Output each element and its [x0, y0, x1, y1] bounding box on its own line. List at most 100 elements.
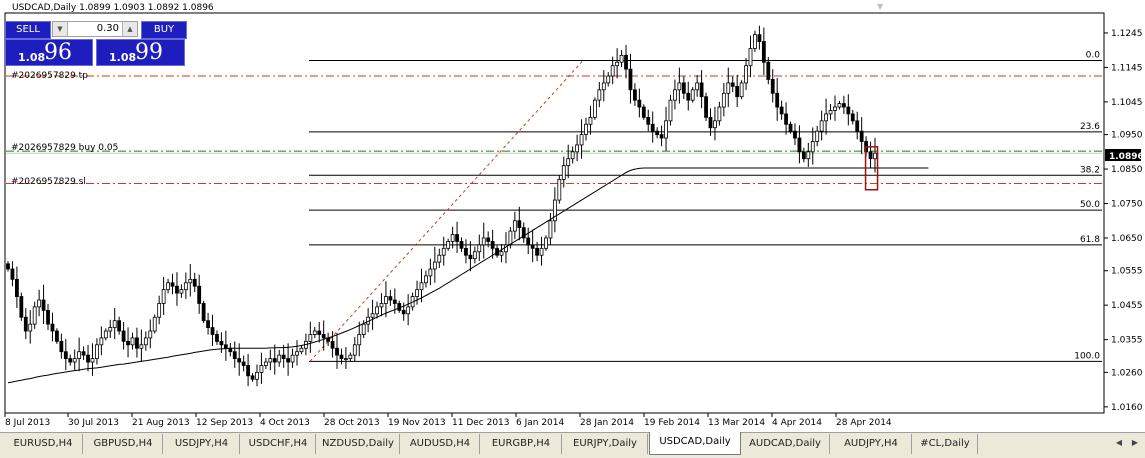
candle-body — [499, 251, 504, 256]
tab-eurusd-h4[interactable]: EURUSD,H4 — [4, 434, 83, 454]
candle-body — [815, 130, 820, 142]
tab-eurgbp-h4[interactable]: EURGBP,H4 — [481, 434, 562, 454]
candle-body — [717, 106, 722, 122]
candle-body — [597, 89, 602, 101]
candle-body — [801, 151, 806, 160]
candle-body — [357, 334, 362, 346]
order-lines[interactable] — [6, 75, 1102, 185]
ask-price-prefix: 1.08 — [109, 51, 137, 64]
x-tick-label: 28 Oct 2013 — [324, 418, 380, 428]
candle-body — [206, 320, 210, 328]
lot-decrease-icon[interactable]: ▼ — [53, 22, 68, 36]
candle-body — [23, 316, 28, 332]
y-tick-label: 1.0750 — [1111, 200, 1143, 210]
candle-body — [437, 254, 442, 263]
candle-body — [50, 323, 55, 332]
candle-body — [704, 96, 708, 118]
candle-body — [415, 289, 419, 297]
candles — [6, 25, 877, 387]
fibonacci-levels[interactable]: 0.0 23.6 38.2 50.0 61.8 100.0 — [309, 51, 1102, 362]
candle-body — [397, 303, 402, 311]
candle-body — [250, 375, 255, 380]
candle-body — [375, 306, 379, 315]
candle-body — [112, 320, 117, 328]
price-chart[interactable]: USDCAD,Daily 1.0899 1.0903 1.0892 1.0896… — [0, 0, 1145, 432]
price-axis[interactable]: 1.1245 1.1145 1.1045 1.0950 1.0850 1.0750 1.06… — [1104, 29, 1143, 413]
candle-body — [552, 199, 557, 222]
x-tick-label: 12 Sep 2013 — [196, 418, 253, 428]
candle-body — [19, 296, 24, 318]
tab-nzdusd-daily[interactable]: NZDUSD,Daily — [317, 434, 400, 454]
candle-body — [633, 89, 637, 101]
trend-line[interactable] — [309, 60, 584, 362]
candle-body — [730, 82, 735, 87]
time-axis[interactable]: 8 Jul 2013 30 Jul 2013 21 Aug 2013 12 Sep 2… — [4, 413, 892, 428]
tab-usdjpy-h4[interactable]: USDJPY,H4 — [164, 434, 240, 454]
candle-body — [797, 137, 802, 153]
candle-body — [143, 337, 148, 346]
candle-body — [188, 278, 193, 284]
candle-body — [68, 358, 73, 363]
x-tick-label: 11 Dec 2013 — [452, 418, 510, 428]
candle-body — [873, 152, 877, 160]
candle-body — [575, 144, 580, 153]
candle-body — [103, 330, 108, 339]
tab-eurjpy-daily[interactable]: EURJPY,Daily — [563, 434, 648, 454]
candle-body — [201, 303, 206, 322]
x-tick-label: 28 Jan 2014 — [580, 418, 634, 428]
candle-body — [6, 263, 10, 270]
tab--cl-daily[interactable]: #CL,Daily — [913, 434, 978, 454]
lot-size-stepper[interactable]: ▼ 0.30 ▲ — [52, 21, 138, 37]
candle-body — [392, 299, 397, 304]
candle-body — [512, 220, 517, 232]
lot-increase-icon[interactable]: ▲ — [122, 22, 137, 36]
plot-frame — [4, 12, 1105, 414]
symbol-info: USDCAD,Daily 1.0899 1.0903 1.0892 1.0896 — [12, 3, 214, 13]
candle-body — [490, 241, 495, 249]
candle-body — [126, 340, 130, 346]
candle-body — [237, 358, 242, 363]
tab-usdcad-daily[interactable]: USDCAD,Daily — [649, 432, 741, 455]
order-label-tp: #2026957829 tp — [11, 71, 88, 81]
candle-body — [55, 330, 59, 342]
candle-body — [183, 282, 188, 291]
ask-price[interactable]: 1.08 99 — [96, 39, 185, 66]
candle-body — [37, 299, 42, 308]
tab-audjpy-h4[interactable]: AUDJPY,H4 — [831, 434, 912, 454]
buy-button[interactable]: BUY — [141, 21, 187, 39]
candle-body — [650, 123, 655, 132]
scroll-marker-icon: ▼ — [877, 2, 884, 11]
x-tick-label: 19 Nov 2013 — [388, 418, 446, 428]
candle-body — [837, 103, 842, 108]
tab-scroll-left-icon[interactable]: ◀ — [1115, 438, 1123, 447]
bid-price[interactable]: 1.08 96 — [5, 39, 93, 66]
candle-body — [766, 61, 771, 80]
candle-body — [259, 365, 264, 373]
candle-body — [539, 247, 544, 256]
x-tick-label: 4 Oct 2013 — [260, 418, 310, 428]
y-tick-label: 1.0650 — [1111, 234, 1143, 244]
candle-body — [699, 82, 704, 98]
sell-button[interactable]: SELL — [5, 21, 51, 39]
lot-size-value[interactable]: 0.30 — [96, 23, 119, 34]
candle-body — [619, 54, 624, 63]
candle-body — [59, 340, 64, 353]
candle-body — [588, 116, 593, 125]
tab-usdchf-h4[interactable]: USDCHF,H4 — [241, 434, 316, 454]
candle-body — [535, 247, 539, 256]
x-tick-label: 6 Jan 2014 — [516, 418, 564, 428]
candle-body — [166, 282, 170, 291]
tab-audcad-daily[interactable]: AUDCAD,Daily — [741, 434, 830, 454]
candle-body — [557, 179, 562, 201]
candle-body — [819, 120, 824, 132]
candle-body — [530, 244, 535, 249]
candle-body — [299, 347, 304, 353]
candle-body — [508, 230, 513, 246]
candle-body — [241, 361, 246, 366]
tab-gbpusd-h4[interactable]: GBPUSD,H4 — [84, 434, 163, 454]
tab-audusd-h4[interactable]: AUDUSD,H4 — [401, 434, 480, 454]
tab-scroll-right-icon[interactable]: ▶ — [1131, 438, 1139, 447]
candle-body — [828, 110, 833, 115]
candle-body — [295, 351, 299, 356]
highlight-box — [864, 146, 879, 191]
